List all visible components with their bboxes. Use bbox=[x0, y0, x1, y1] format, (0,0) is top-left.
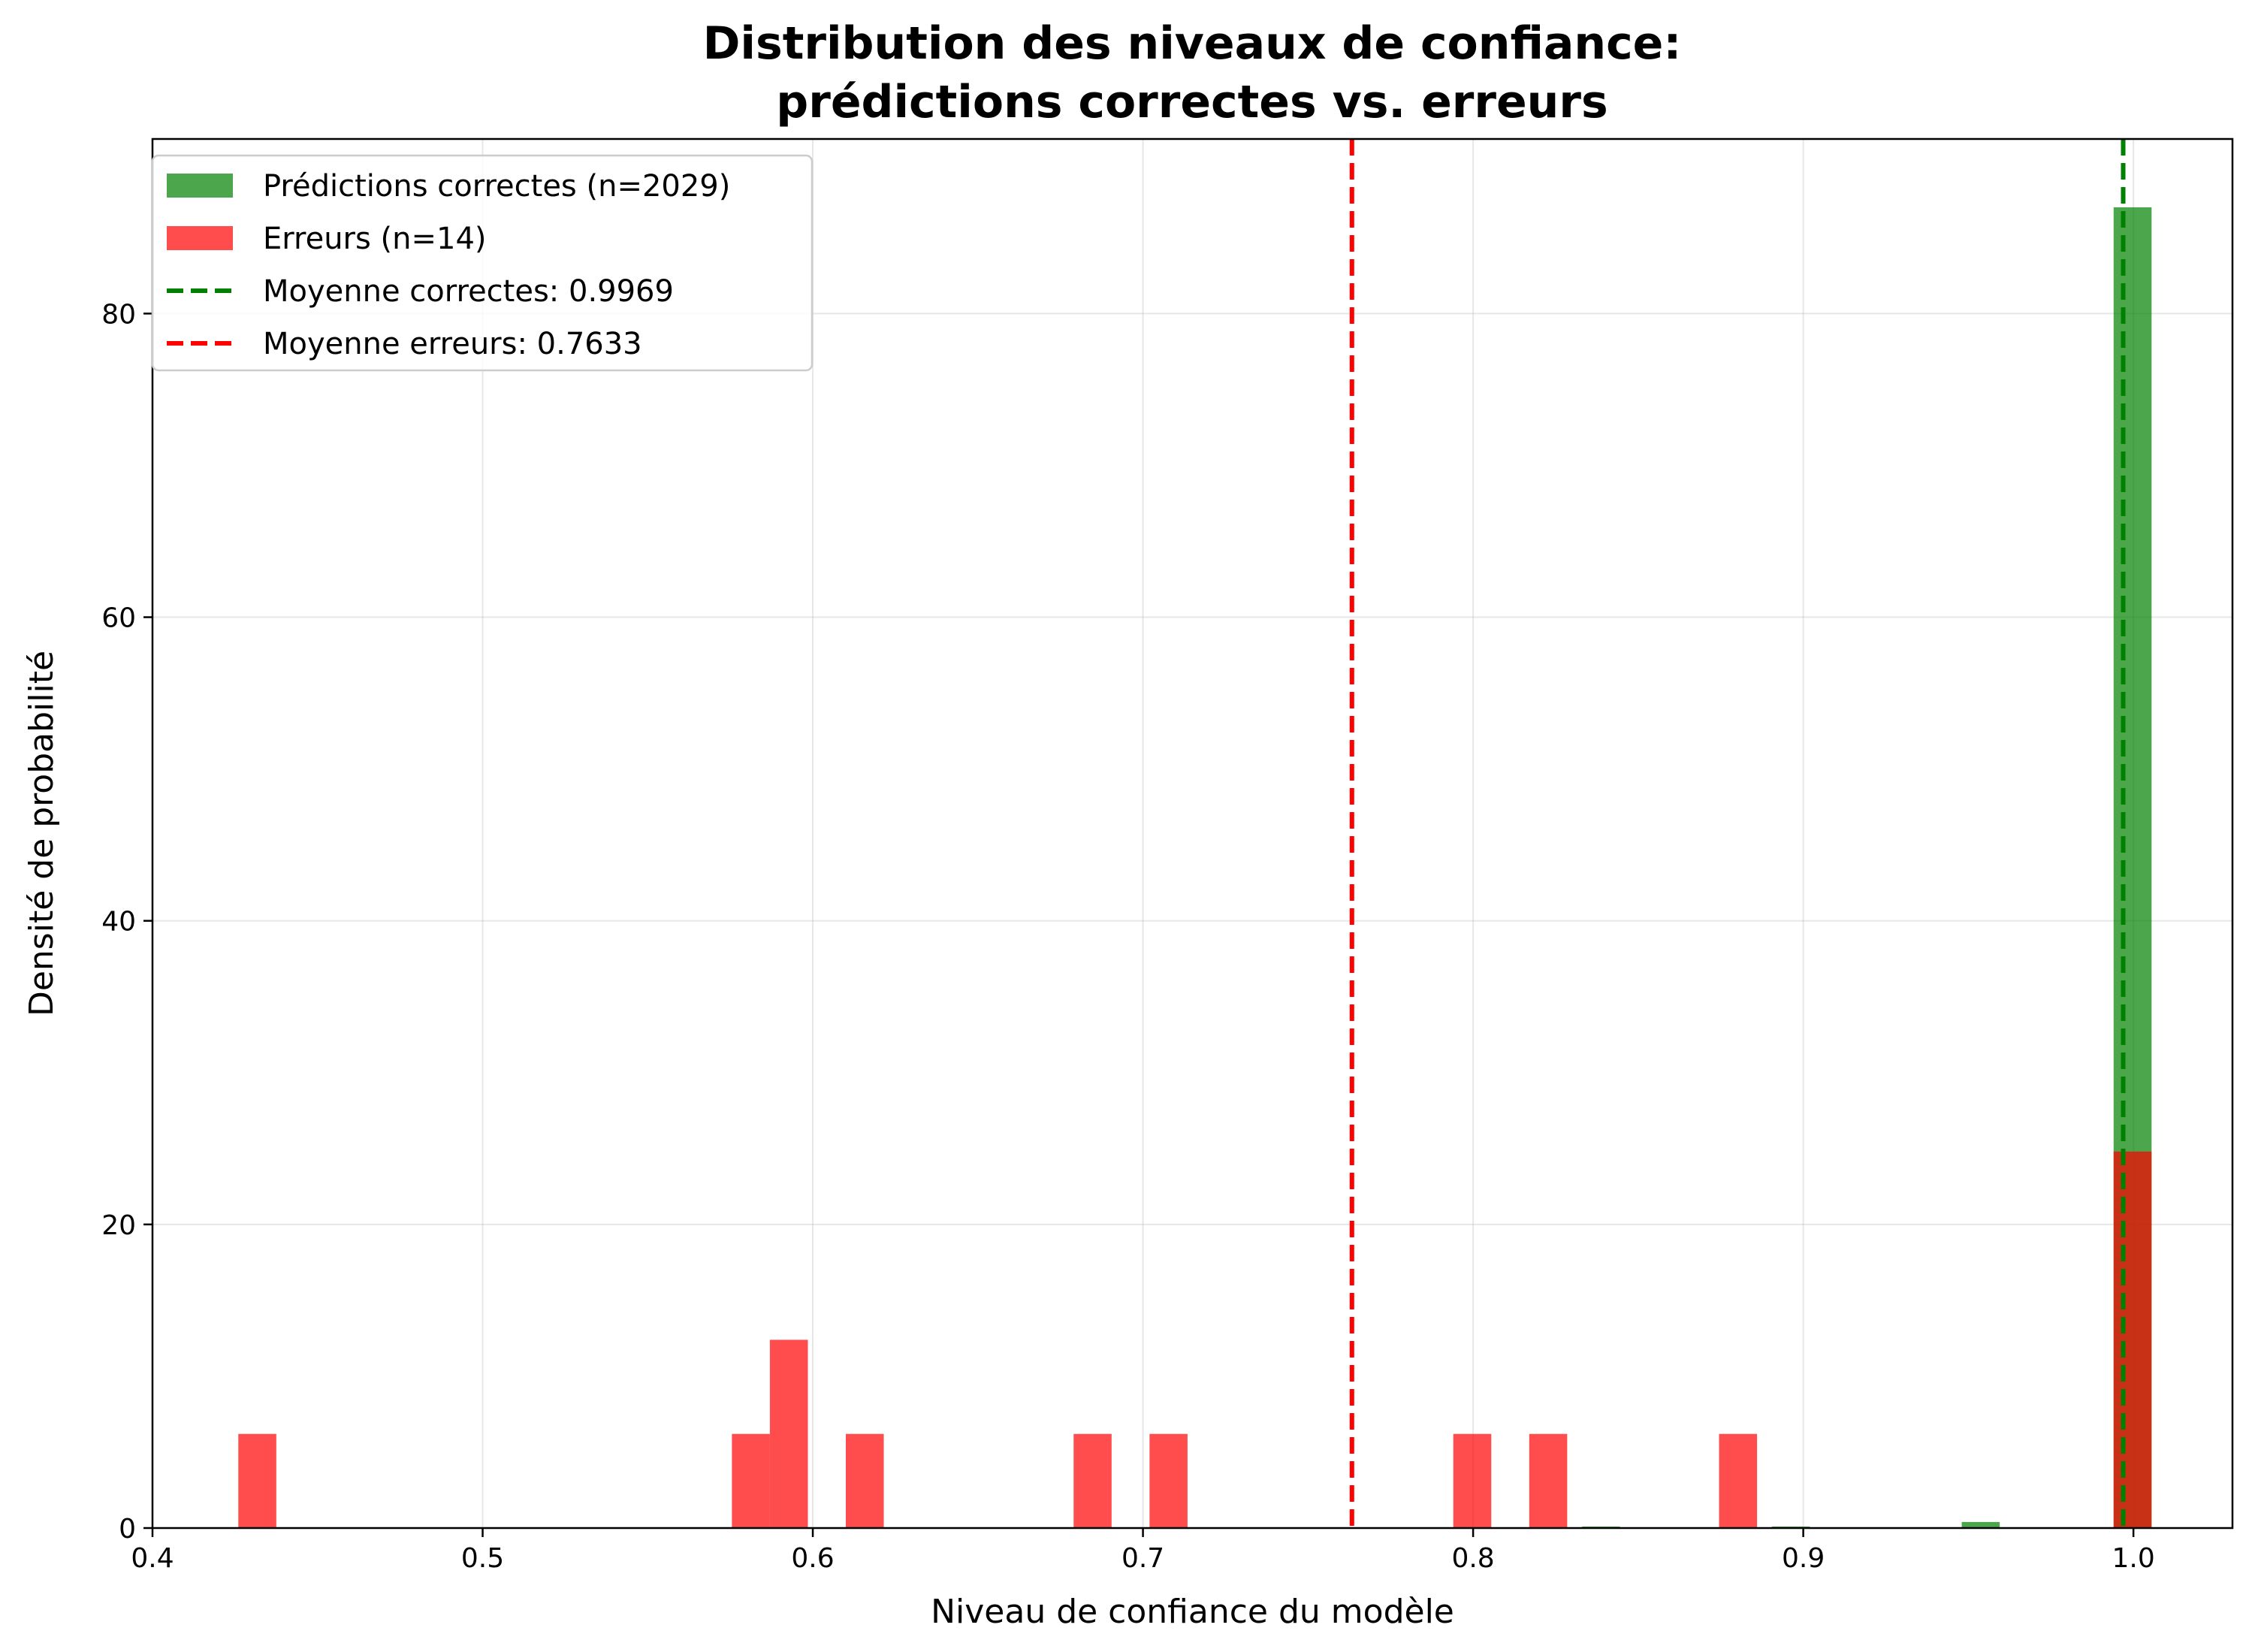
x-tick-label-3: 0.7 bbox=[1121, 1543, 1164, 1574]
legend: Prédictions correctes (n=2029) Erreurs (n… bbox=[151, 154, 814, 372]
bar-correctes-2 bbox=[1961, 1521, 2000, 1528]
axis-ticks: 0.4 0.5 0.6 0.7 0.8 0.9 1.0 0 20 40 60 80 bbox=[101, 299, 2155, 1574]
y-tick-label-1: 20 bbox=[101, 1210, 136, 1241]
x-tick-label-6: 1.0 bbox=[2112, 1543, 2155, 1574]
bar-erreurs-6 bbox=[1453, 1433, 1492, 1528]
y-tick-label-4: 80 bbox=[101, 299, 136, 330]
y-axis-label: Densité de probabilité bbox=[23, 651, 61, 1016]
legend-swatch-1 bbox=[167, 226, 233, 250]
x-tick-label-0: 0.4 bbox=[131, 1543, 174, 1574]
bar-erreurs-5 bbox=[1149, 1433, 1188, 1528]
x-axis-label: Niveau de confiance du modèle bbox=[931, 1593, 1454, 1631]
histogram-bars bbox=[238, 207, 2152, 1528]
chart-title-line-1: Distribution des niveaux de confiance: bbox=[703, 17, 1682, 70]
x-tick-label-1: 0.5 bbox=[461, 1543, 504, 1574]
y-tick-label-3: 60 bbox=[101, 603, 136, 634]
x-tick-label-4: 0.8 bbox=[1451, 1543, 1494, 1574]
chart-title-line-2: prédictions correctes vs. erreurs bbox=[776, 76, 1607, 128]
legend-entry-0: Prédictions correctes (n=2029) bbox=[263, 169, 730, 204]
bar-erreurs-2 bbox=[769, 1339, 808, 1528]
legend-box bbox=[151, 154, 814, 372]
bar-erreurs-9 bbox=[2113, 1151, 2152, 1528]
bar-erreurs-8 bbox=[1719, 1433, 1758, 1528]
plot-frame bbox=[151, 137, 2234, 1530]
legend-entry-3: Moyenne erreurs: 0.7633 bbox=[263, 327, 642, 361]
bar-erreurs-4 bbox=[1073, 1433, 1112, 1528]
x-tick-label-5: 0.9 bbox=[1782, 1543, 1825, 1574]
legend-swatch-0 bbox=[167, 174, 233, 198]
chart-title: Distribution des niveaux de confiance: pr… bbox=[703, 17, 1682, 128]
y-tick-label-0: 0 bbox=[119, 1514, 136, 1545]
y-tick-label-2: 40 bbox=[101, 907, 136, 938]
bar-erreurs-0 bbox=[238, 1433, 276, 1528]
legend-entry-1: Erreurs (n=14) bbox=[263, 222, 487, 256]
legend-entry-2: Moyenne correctes: 0.9969 bbox=[263, 274, 674, 309]
x-tick-label-2: 0.6 bbox=[791, 1543, 834, 1574]
bar-erreurs-7 bbox=[1529, 1433, 1568, 1528]
mean-lines bbox=[1349, 139, 2126, 1528]
bar-erreurs-1 bbox=[732, 1433, 770, 1528]
bar-erreurs-3 bbox=[846, 1433, 884, 1528]
